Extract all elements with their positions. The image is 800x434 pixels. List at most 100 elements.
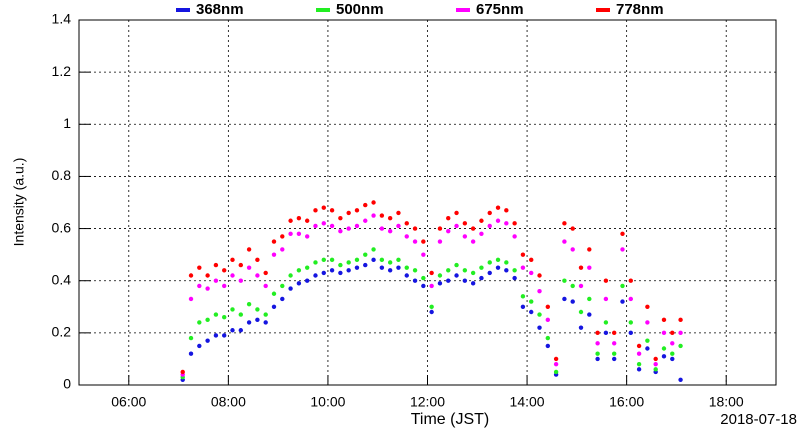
- date-label: 2018-07-18: [720, 411, 797, 428]
- data-point: [230, 273, 235, 278]
- data-point: [537, 325, 542, 330]
- data-point: [529, 309, 534, 315]
- data-point: [462, 278, 468, 283]
- data-point: [628, 278, 633, 283]
- data-point: [653, 367, 658, 372]
- data-point: [188, 296, 194, 302]
- data-point: [313, 208, 318, 213]
- y-axis-label: Intensity (a.u.): [11, 158, 27, 247]
- data-point: [396, 257, 401, 263]
- data-point: [263, 312, 268, 317]
- data-point: [620, 283, 625, 289]
- data-point: [570, 283, 575, 289]
- data-point: [661, 317, 667, 323]
- data-point: [504, 260, 509, 265]
- data-point: [205, 338, 210, 343]
- data-point: [653, 361, 658, 367]
- data-point: [429, 283, 434, 289]
- x-tick-label: 14:00: [510, 394, 545, 410]
- data-point: [611, 341, 617, 346]
- data-point: [645, 338, 650, 343]
- data-point: [578, 283, 584, 289]
- data-point: [437, 281, 443, 286]
- x-tick-label: 06:00: [111, 394, 146, 410]
- data-point: [255, 257, 260, 263]
- data-point: [520, 252, 526, 257]
- data-point: [329, 268, 335, 273]
- data-point: [412, 268, 418, 273]
- data-point: [520, 304, 526, 309]
- data-point: [404, 221, 409, 226]
- data-point: [587, 296, 592, 302]
- data-point: [636, 351, 642, 356]
- data-point: [545, 317, 551, 323]
- data-point: [670, 351, 675, 356]
- data-point: [487, 270, 492, 276]
- data-point: [188, 351, 194, 356]
- data-point: [238, 278, 244, 283]
- data-point: [296, 281, 302, 286]
- data-point: [371, 257, 376, 263]
- legend-label: 675nm: [476, 1, 524, 18]
- data-point: [603, 330, 609, 336]
- data-point: [354, 265, 360, 270]
- data-point: [595, 356, 600, 362]
- data-point: [670, 341, 675, 346]
- data-point: [470, 226, 476, 231]
- data-point: [246, 320, 252, 325]
- x-tick-label: 16:00: [609, 394, 644, 410]
- data-point: [421, 275, 426, 281]
- data-point: [421, 239, 426, 244]
- data-point: [255, 317, 260, 323]
- data-point: [628, 320, 633, 325]
- data-point: [462, 234, 468, 239]
- data-point: [329, 208, 335, 213]
- data-point: [470, 281, 476, 286]
- data-point: [678, 330, 683, 336]
- data-point: [454, 210, 459, 216]
- data-point: [338, 270, 343, 276]
- data-point: [354, 223, 360, 229]
- data-point: [271, 291, 277, 296]
- data-point: [280, 283, 285, 289]
- data-point: [197, 343, 202, 349]
- data-point: [321, 221, 326, 226]
- data-point: [479, 275, 484, 281]
- data-point: [462, 221, 468, 226]
- data-point: [562, 296, 567, 302]
- data-point: [495, 205, 501, 210]
- data-point: [387, 268, 393, 273]
- data-point: [479, 231, 484, 236]
- data-point: [645, 320, 650, 325]
- data-point: [495, 265, 501, 270]
- data-point: [230, 328, 235, 333]
- data-point: [587, 265, 592, 270]
- data-point: [280, 247, 285, 252]
- data-point: [446, 278, 451, 283]
- legend-label: 778nm: [616, 1, 664, 18]
- data-point: [213, 278, 219, 283]
- data-point: [545, 335, 551, 341]
- y-tick-label: 1.4: [52, 11, 72, 27]
- data-point: [495, 257, 501, 263]
- data-point: [288, 273, 293, 278]
- data-point: [620, 247, 625, 252]
- data-point: [363, 252, 368, 257]
- data-point: [396, 223, 401, 229]
- data-point: [504, 208, 509, 213]
- data-point: [246, 265, 252, 270]
- data-point: [346, 260, 351, 265]
- data-point: [504, 268, 509, 273]
- data-point: [470, 270, 476, 276]
- data-point: [595, 330, 600, 336]
- data-point: [188, 273, 194, 278]
- data-point: [321, 270, 326, 276]
- data-point: [537, 273, 542, 278]
- data-point: [562, 278, 567, 283]
- data-point: [271, 239, 277, 244]
- data-point: [371, 213, 376, 218]
- data-point: [587, 312, 592, 317]
- data-point: [512, 268, 517, 273]
